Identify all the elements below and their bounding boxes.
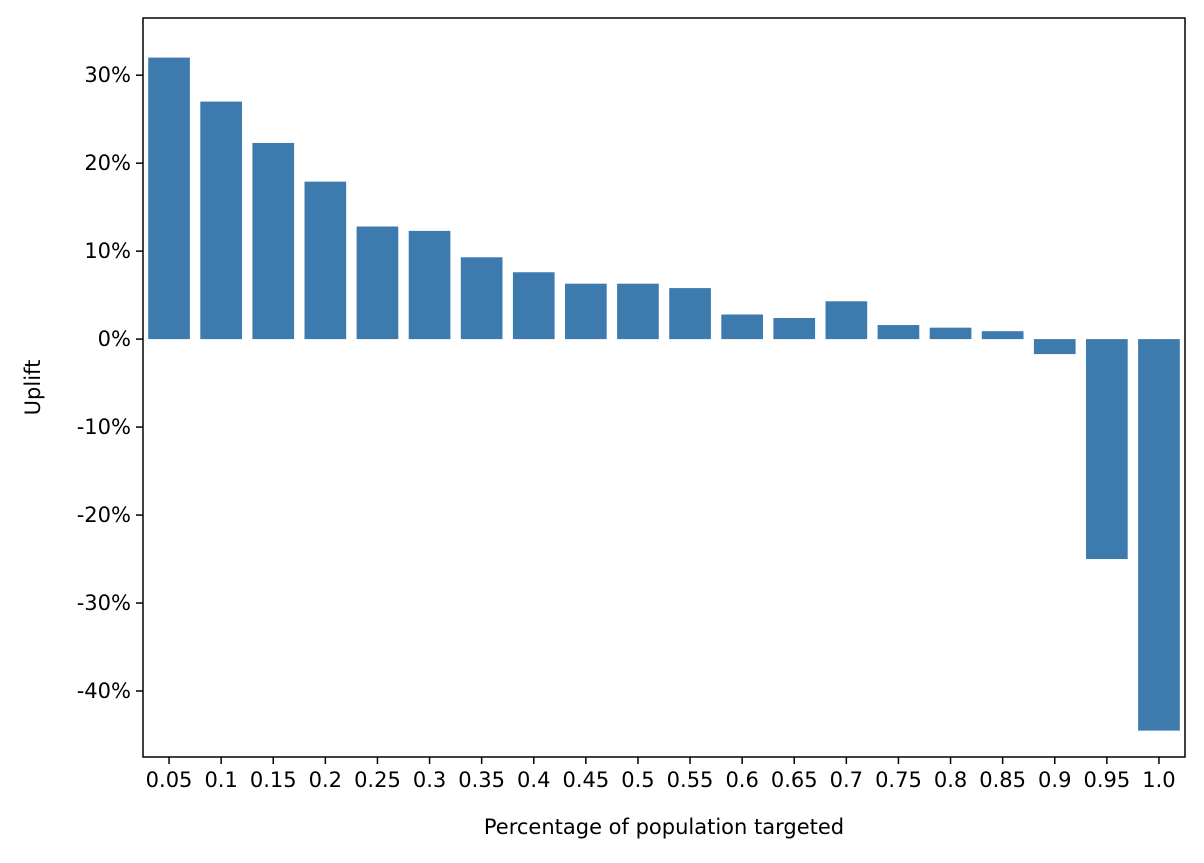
x-tick-label: 0.05	[146, 768, 193, 792]
y-tick-label: 0%	[98, 327, 131, 351]
x-tick-label: 0.7	[830, 768, 863, 792]
y-tick-label: 30%	[84, 63, 131, 87]
bars-group	[148, 57, 1180, 731]
plot-frame	[142, 17, 1186, 758]
x-tick-label: 0.3	[413, 768, 446, 792]
x-tick-label: 0.95	[1083, 768, 1130, 792]
bar-0.9	[1033, 339, 1076, 355]
y-tick-label: -30%	[77, 591, 131, 615]
y-tick-label: -40%	[77, 679, 131, 703]
bar-0.8	[929, 327, 972, 340]
bar-0.2	[304, 181, 347, 340]
bar-0.6	[721, 314, 763, 340]
x-tick-label: 0.6	[725, 768, 758, 792]
bar-0.3	[408, 230, 451, 340]
bar-0.5	[617, 283, 659, 340]
x-tick-label: 0.9	[1038, 768, 1071, 792]
y-tick-label: 20%	[84, 151, 131, 175]
bar-0.1	[200, 101, 242, 340]
x-tick-label: 0.85	[979, 768, 1026, 792]
y-tick-label: -20%	[77, 503, 131, 527]
x-tick-label: 0.5	[621, 768, 654, 792]
x-tick-label: 0.65	[771, 768, 818, 792]
y-tick-label: -10%	[77, 415, 131, 439]
bar-0.45	[565, 283, 607, 340]
x-tick-label: 0.15	[250, 768, 297, 792]
x-axis-label: Percentage of population targeted	[484, 815, 844, 839]
bar-0.85	[981, 331, 1024, 340]
x-tick-label: 0.2	[309, 768, 342, 792]
x-tick-label: 0.25	[354, 768, 401, 792]
y-axis-label: Uplift	[21, 360, 45, 416]
bar-0.15	[252, 142, 295, 340]
bar-0.35	[460, 257, 503, 340]
bar-0.65	[773, 317, 816, 340]
x-tick-label: 1.0	[1142, 768, 1175, 792]
bar-0.05	[148, 57, 190, 340]
y-axis-ticks: 30% 20% 10% 0% -10% -20% -30% -40%	[77, 63, 143, 703]
bar-0.55	[669, 288, 711, 340]
bar-0.25	[356, 226, 399, 340]
x-axis-ticks: 0.05 0.1 0.15 0.2 0.25 0.3 0.35 0.4 0.45 0.5 0.55 0…	[146, 757, 1176, 792]
x-tick-label: 0.4	[517, 768, 550, 792]
x-tick-label: 0.45	[562, 768, 609, 792]
x-tick-label: 0.55	[667, 768, 714, 792]
x-tick-label: 0.75	[875, 768, 922, 792]
bar-0.7	[825, 301, 868, 340]
y-tick-label: 10%	[84, 239, 131, 263]
bar-0.4	[512, 272, 555, 340]
bar-0.95	[1086, 339, 1128, 560]
bar-1.0	[1138, 339, 1180, 731]
x-tick-label: 0.1	[204, 768, 237, 792]
bar-0.75	[877, 325, 920, 340]
x-tick-label: 0.35	[458, 768, 505, 792]
x-tick-label: 0.8	[934, 768, 967, 792]
